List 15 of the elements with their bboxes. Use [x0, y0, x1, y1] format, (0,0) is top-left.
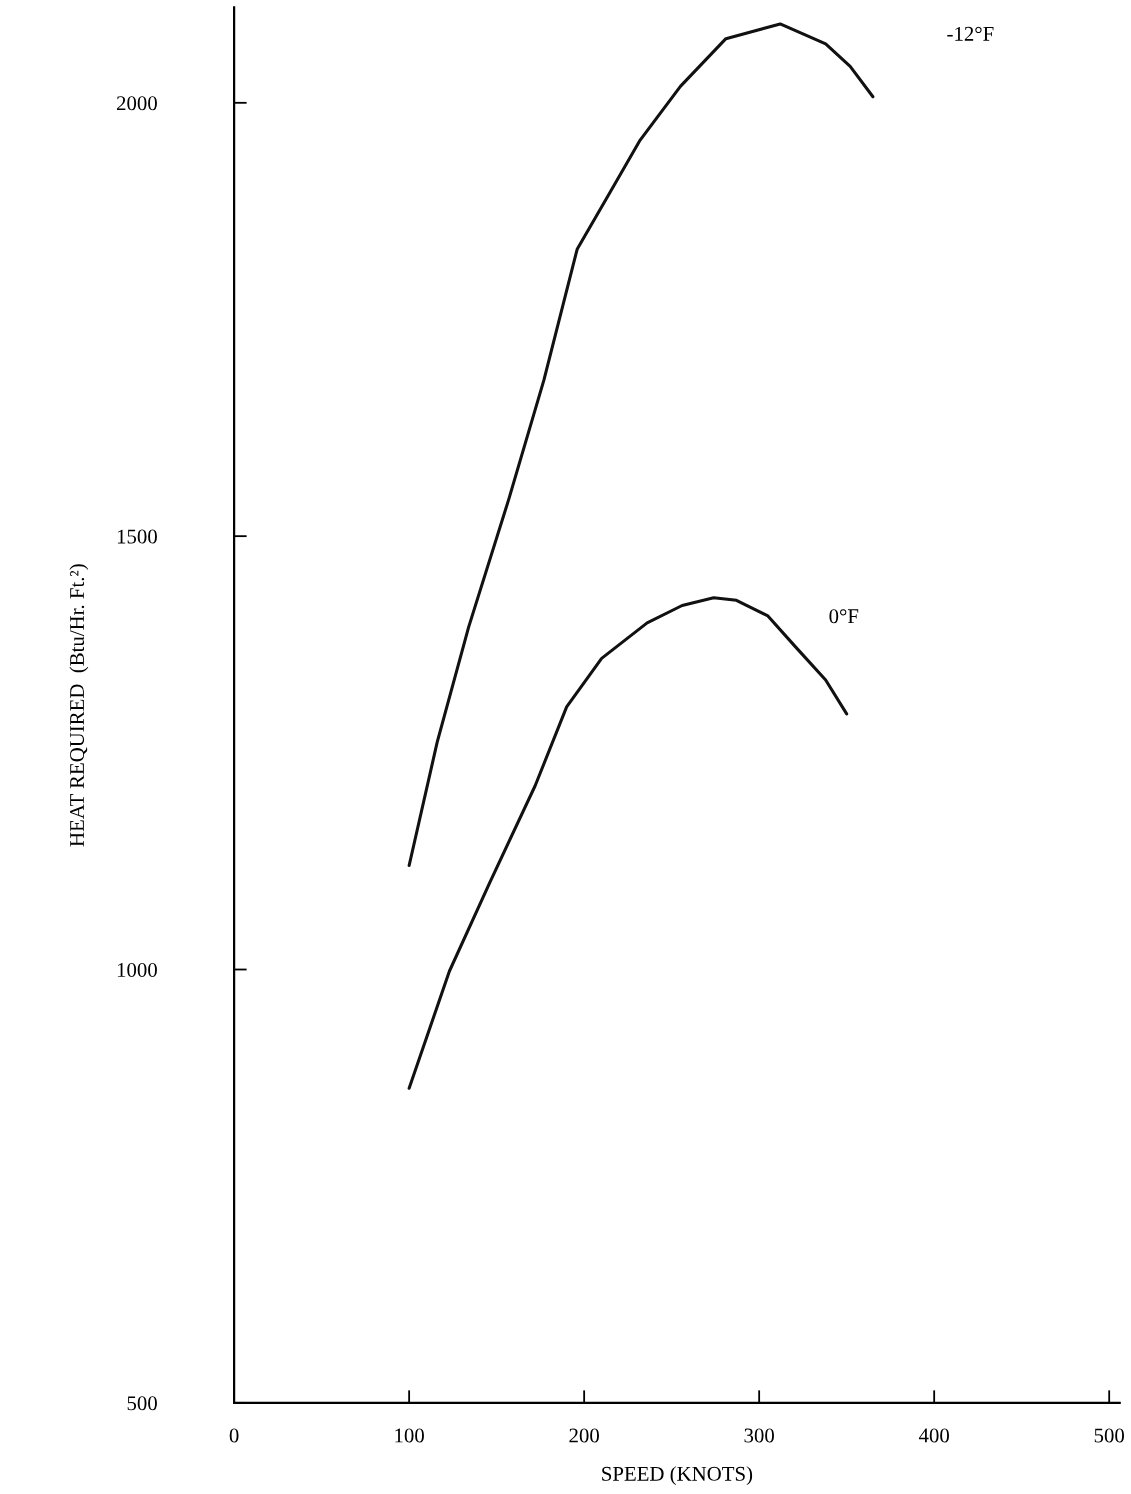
x-tick-label: 300	[744, 1428, 774, 1443]
text: -12°F	[947, 26, 994, 41]
x-axis-title: SPEED (KNOTS)	[602, 1466, 753, 1486]
line-series	[407, 22, 875, 868]
y-tick-label: 1500	[117, 529, 157, 544]
x-tick-label: 200	[569, 1428, 599, 1443]
x-tick-label: 0	[229, 1428, 239, 1443]
y-axis-title: HEAT REQUIRED (Btu/Hr. Ft.²)	[69, 564, 89, 847]
y-tick-label: 500	[127, 1396, 157, 1411]
series-label: 0°F	[829, 609, 859, 624]
y-tick-label: 2000	[116, 96, 157, 111]
x-tick-label: 100	[395, 1428, 424, 1443]
x-tick-label: 500	[1094, 1428, 1125, 1443]
x-tick-label: 400	[918, 1428, 950, 1443]
y-tick-label: 1000	[117, 962, 157, 977]
